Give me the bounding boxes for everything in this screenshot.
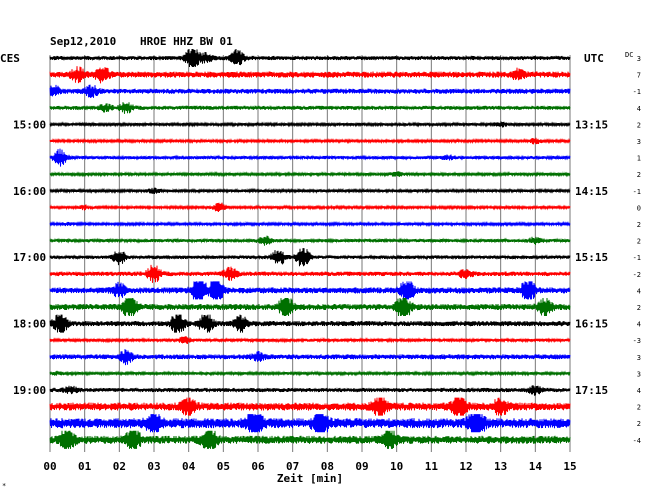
trace-14	[49, 264, 571, 283]
trace-18	[49, 335, 571, 344]
chart-date: Sep12,2010	[50, 35, 116, 48]
dc-offset-label: -1	[633, 188, 641, 196]
x-tick-label: 01	[78, 460, 92, 473]
dc-offset-label: 4	[637, 287, 641, 295]
trace-6	[49, 137, 571, 145]
x-tick-label: 10	[390, 460, 403, 473]
right-time-label: 14:15	[575, 185, 608, 198]
x-tick-label: 07	[286, 460, 299, 473]
left-timezone: CES	[0, 52, 20, 65]
dc-offset-label: 1	[637, 155, 641, 163]
dc-offset-labels: 3 7 -1 4 2 3 1 2 -1 0 2 2 -1 -2 4 2 4 -3 3 3 4 2 2 -4	[633, 55, 641, 445]
dc-offset-label: 2	[637, 238, 641, 246]
dc-offset-label: 2	[637, 304, 641, 312]
right-time-label: 17:15	[575, 384, 608, 397]
right-time-label: 15:15	[575, 251, 608, 264]
left-time-label: 19:00	[13, 384, 46, 397]
time-labels: 15:00 16:00 17:00 18:00 19:00 13:15 14:15 15:15…	[13, 118, 608, 397]
trace-16	[49, 297, 571, 317]
vertical-gridlines	[49, 55, 571, 452]
dc-offset-label: 2	[637, 171, 641, 179]
x-tick-label: 15	[563, 460, 576, 473]
dc-offset-label: 2	[637, 404, 641, 412]
x-tick-label: 08	[321, 460, 334, 473]
x-axis-label: Zeit [min]	[277, 472, 343, 485]
x-tick-labels: 00 01 02 03 04 05 06 07 08 09 10 11 12 13 14 15	[43, 460, 576, 473]
left-time-label: 18:00	[13, 318, 46, 331]
dc-offset-label: 2	[637, 420, 641, 428]
x-tick-label: 09	[355, 460, 368, 473]
x-tick-label: 03	[147, 460, 160, 473]
trace-23	[49, 414, 571, 433]
x-tick-label: 13	[494, 460, 507, 473]
dc-offset-label: -1	[633, 88, 641, 96]
dc-offset-label: 3	[637, 138, 641, 146]
x-tick-label: 12	[459, 460, 472, 473]
trace-10	[49, 202, 571, 213]
trace-13	[49, 248, 571, 267]
dc-offset-label: 3	[637, 354, 641, 362]
trace-4	[49, 102, 571, 114]
right-time-label: 13:15	[575, 118, 608, 131]
chart-station: HROE HHZ BW 01	[140, 35, 233, 48]
dc-offset-label: -3	[633, 337, 641, 345]
right-timezone: UTC	[584, 52, 604, 65]
x-tick-label: 14	[529, 460, 543, 473]
trace-7	[49, 148, 571, 167]
dc-offset-label: 2	[637, 121, 641, 129]
x-tick-label: 05	[217, 460, 230, 473]
dc-offset-label: 4	[637, 387, 641, 395]
trace-19	[49, 349, 571, 366]
trace-8	[49, 170, 571, 178]
dc-offset-label: 3	[637, 55, 641, 63]
left-time-label: 16:00	[13, 185, 46, 198]
x-tick-label: 06	[251, 460, 265, 473]
trace-3	[49, 84, 571, 98]
trace-15	[49, 281, 571, 300]
trace-1	[49, 48, 571, 68]
x-tick-label: 00	[43, 460, 56, 473]
dc-offset-label: -2	[633, 271, 641, 279]
trace-12	[49, 235, 571, 246]
trace-21	[49, 385, 571, 396]
trace-20	[49, 370, 571, 377]
trace-24	[49, 430, 571, 449]
dc-offset-label: -1	[633, 254, 641, 262]
dc-header: DC	[625, 51, 633, 59]
trace-11	[49, 220, 571, 228]
dc-offset-label: 3	[637, 370, 641, 378]
dc-offset-label: 0	[637, 204, 641, 212]
dc-offset-label: 4	[637, 321, 641, 329]
trace-22	[49, 397, 571, 416]
trace-17	[49, 314, 571, 333]
left-time-label: 17:00	[13, 251, 46, 264]
left-time-label: 15:00	[13, 118, 46, 131]
dc-offset-label: -4	[633, 437, 641, 445]
x-tick-label: 11	[425, 460, 439, 473]
x-tick-label: 04	[182, 460, 196, 473]
corner-mark: *	[2, 482, 6, 490]
dc-offset-label: 4	[637, 105, 641, 113]
trace-group	[49, 48, 571, 449]
right-time-label: 16:15	[575, 318, 608, 331]
dc-offset-label: 2	[637, 221, 641, 229]
x-tick-label: 02	[113, 460, 126, 473]
dc-offset-label: 7	[637, 72, 641, 80]
trace-2	[49, 66, 571, 84]
trace-5	[49, 121, 571, 128]
trace-9	[49, 187, 571, 195]
